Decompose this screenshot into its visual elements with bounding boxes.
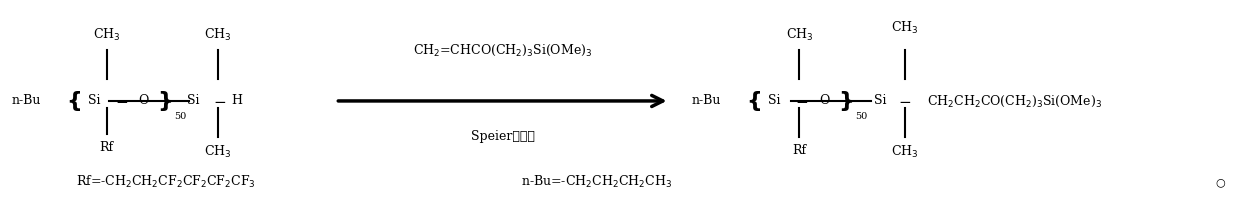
Text: O: O — [818, 94, 830, 107]
Text: 50: 50 — [175, 112, 187, 121]
Text: $\mathbf{\{}$: $\mathbf{\{}$ — [66, 89, 81, 113]
Text: Si: Si — [873, 94, 887, 107]
Text: $\mathbf{\{}$: $\mathbf{\{}$ — [746, 89, 761, 113]
Text: Si: Si — [187, 94, 200, 107]
Text: $\mathbf{\}}$: $\mathbf{\}}$ — [838, 89, 853, 113]
Text: CH$_3$: CH$_3$ — [890, 144, 919, 161]
Text: H: H — [231, 94, 242, 107]
Text: n-Bu=-CH$_2$CH$_2$CH$_2$CH$_3$: n-Bu=-CH$_2$CH$_2$CH$_2$CH$_3$ — [521, 174, 672, 191]
Text: $-$: $-$ — [212, 94, 226, 108]
Text: Rf: Rf — [99, 141, 114, 154]
Text: CH$_3$: CH$_3$ — [786, 27, 813, 43]
Text: O: O — [139, 94, 149, 107]
Text: n-Bu: n-Bu — [692, 94, 722, 107]
Text: Speier催化剂: Speier催化剂 — [470, 130, 534, 143]
Text: 50: 50 — [856, 112, 867, 121]
Text: $-$: $-$ — [115, 94, 128, 108]
Text: Si: Si — [769, 94, 781, 107]
Text: $-$: $-$ — [898, 94, 911, 108]
Text: $\mathbf{\}}$: $\mathbf{\}}$ — [157, 89, 172, 113]
Text: Si: Si — [88, 94, 100, 107]
Text: ○: ○ — [1215, 177, 1225, 187]
Text: CH$_3$: CH$_3$ — [205, 27, 232, 43]
Text: $-$: $-$ — [795, 94, 808, 108]
Text: CH$_3$: CH$_3$ — [93, 27, 120, 43]
Text: Rf: Rf — [792, 144, 806, 157]
Text: CH$_2$=CHCO(CH$_2$)$_3$Si(OMe)$_3$: CH$_2$=CHCO(CH$_2$)$_3$Si(OMe)$_3$ — [413, 42, 593, 57]
Text: n-Bu: n-Bu — [11, 94, 41, 107]
Text: CH$_3$: CH$_3$ — [890, 20, 919, 36]
Text: CH$_2$CH$_2$CO(CH$_2$)$_3$Si(OMe)$_3$: CH$_2$CH$_2$CO(CH$_2$)$_3$Si(OMe)$_3$ — [926, 93, 1101, 108]
Text: Rf=-CH$_2$CH$_2$CF$_2$CF$_2$CF$_2$CF$_3$: Rf=-CH$_2$CH$_2$CF$_2$CF$_2$CF$_2$CF$_3$ — [76, 174, 255, 191]
Text: CH$_3$: CH$_3$ — [205, 144, 232, 161]
